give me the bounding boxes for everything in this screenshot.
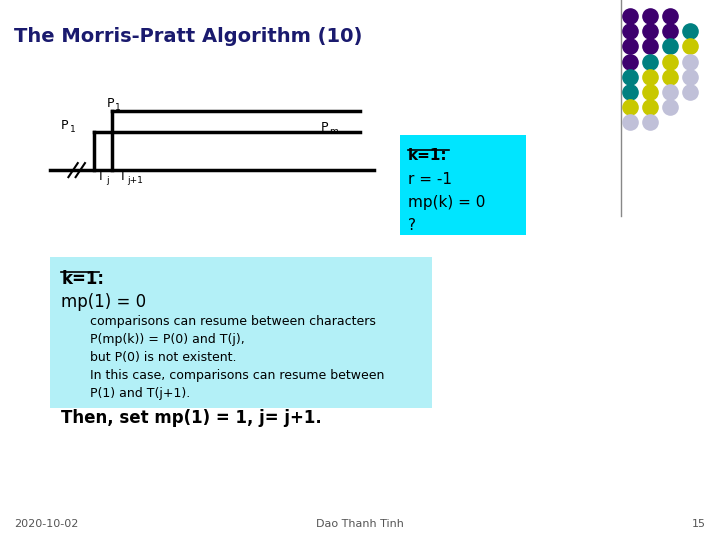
- Text: The Morris-Pratt Algorithm (10): The Morris-Pratt Algorithm (10): [14, 27, 363, 46]
- Point: [624, 118, 636, 126]
- Text: 1: 1: [70, 125, 76, 134]
- Point: [624, 57, 636, 66]
- Point: [644, 12, 656, 21]
- Point: [665, 27, 676, 36]
- Point: [665, 72, 676, 81]
- Text: comparisons can resume between characters: comparisons can resume between character…: [90, 315, 376, 328]
- Point: [685, 42, 696, 51]
- Text: mp(k) = 0: mp(k) = 0: [408, 195, 485, 210]
- Text: mp(1) = 0: mp(1) = 0: [61, 293, 146, 310]
- Text: k=1:: k=1:: [61, 270, 104, 288]
- Point: [624, 42, 636, 51]
- Text: but P(0) is not existent.: but P(0) is not existent.: [90, 351, 236, 364]
- Text: 15: 15: [692, 519, 706, 529]
- Point: [644, 87, 656, 96]
- Text: P: P: [320, 120, 328, 134]
- Text: 1: 1: [115, 103, 121, 112]
- Point: [644, 57, 656, 66]
- Point: [685, 57, 696, 66]
- Text: r = -1: r = -1: [408, 172, 452, 187]
- Point: [685, 87, 696, 96]
- Text: P(1) and T(j+1).: P(1) and T(j+1).: [90, 387, 190, 400]
- Point: [644, 27, 656, 36]
- Point: [624, 103, 636, 111]
- Point: [644, 72, 656, 81]
- Text: T: T: [97, 170, 105, 183]
- Text: j+1: j+1: [127, 176, 143, 185]
- FancyBboxPatch shape: [400, 135, 526, 235]
- Point: [665, 42, 676, 51]
- Point: [624, 27, 636, 36]
- Point: [644, 42, 656, 51]
- Point: [665, 87, 676, 96]
- Text: 2020-10-02: 2020-10-02: [14, 519, 78, 529]
- Point: [665, 12, 676, 21]
- Point: [665, 57, 676, 66]
- Text: m: m: [329, 127, 338, 136]
- Point: [685, 27, 696, 36]
- FancyBboxPatch shape: [50, 256, 432, 408]
- Text: Dao Thanh Tinh: Dao Thanh Tinh: [316, 519, 404, 529]
- Text: P(mp(k)) = P(0) and T(j),: P(mp(k)) = P(0) and T(j),: [90, 333, 245, 346]
- Text: T: T: [119, 170, 127, 183]
- Text: Then, set mp(1) = 1, j= j+1.: Then, set mp(1) = 1, j= j+1.: [61, 409, 322, 427]
- Text: j: j: [106, 176, 109, 185]
- Point: [685, 72, 696, 81]
- Text: P: P: [61, 118, 68, 132]
- Text: P: P: [107, 97, 114, 110]
- Point: [624, 87, 636, 96]
- Text: In this case, comparisons can resume between: In this case, comparisons can resume bet…: [90, 369, 384, 382]
- Point: [665, 103, 676, 111]
- Text: ?: ?: [408, 218, 416, 233]
- Point: [624, 72, 636, 81]
- Point: [644, 103, 656, 111]
- Point: [624, 12, 636, 21]
- Point: [644, 118, 656, 126]
- Text: k=1:: k=1:: [408, 148, 448, 164]
